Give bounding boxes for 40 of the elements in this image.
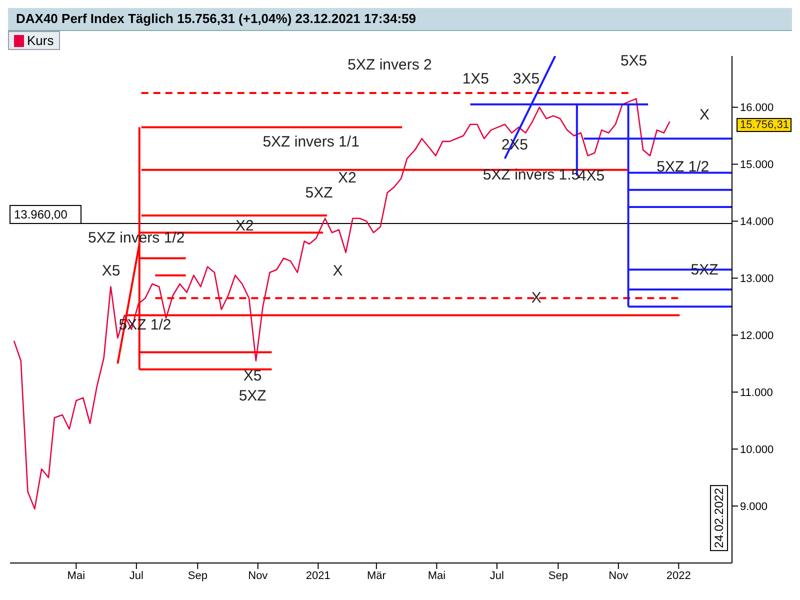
y-tick-label: 11.000 <box>740 387 773 400</box>
annotation: 1X5 <box>462 70 490 88</box>
x-tick-label: Nov <box>608 570 629 582</box>
annotation: 3X5 <box>512 70 540 88</box>
annotation: 4X5 <box>578 168 605 185</box>
x-tick-label: Mai <box>428 570 446 582</box>
ref-line-label: 13.960,00 <box>14 207 68 222</box>
annotation: X5 <box>243 368 262 385</box>
annotation: 5XZ <box>305 184 333 202</box>
x-tick-label: Mär <box>366 570 386 582</box>
text: 15.756,31 <box>737 118 792 132</box>
y-tick-label: 15.000 <box>740 159 774 172</box>
y-tick-label: 9.000 <box>740 500 768 513</box>
annotation: 5XZ 1/2 <box>656 158 710 176</box>
annotation: 5X5 <box>620 52 648 70</box>
annotation: X <box>531 290 542 307</box>
annotation: 24.02.2022 <box>710 485 728 552</box>
annotation: X2 <box>338 169 356 186</box>
legend-label: Kurs <box>26 33 54 48</box>
x-tick-label: 2021 <box>306 570 330 582</box>
annotation: 5XZ invers 2 <box>348 56 432 74</box>
x-tick-label: Jul <box>490 570 504 582</box>
annotation: X5 <box>102 262 120 280</box>
x-tick-label: Sep <box>548 570 568 582</box>
annotation: 5XZ invers 1/1 <box>262 134 360 151</box>
annotation: 5XZ <box>238 388 266 405</box>
x-tick-label: Nov <box>248 570 268 582</box>
x-tick-label: Jul <box>129 570 144 582</box>
y-tick-label: 10.000 <box>740 444 774 456</box>
x-tick-label: Mai <box>67 570 86 582</box>
y-tick-label: 13.000 <box>740 273 774 286</box>
y-tick-label: 12.000 <box>740 330 774 342</box>
annotation: X <box>332 262 343 280</box>
y-tick-label: 16.000 <box>740 102 774 114</box>
annotation: 5XZ invers 1.5 <box>482 166 580 184</box>
y-tick-label: 14.000 <box>740 216 774 228</box>
chart-title: DAX40 Perf Index Täglich 15.756,31 (+1,04%) 23.12.2021 17:34:59 <box>8 8 792 31</box>
annotation: X <box>700 106 710 124</box>
x-tick-label: 2022 <box>666 570 691 582</box>
x-tick-label: Sep <box>188 570 208 582</box>
